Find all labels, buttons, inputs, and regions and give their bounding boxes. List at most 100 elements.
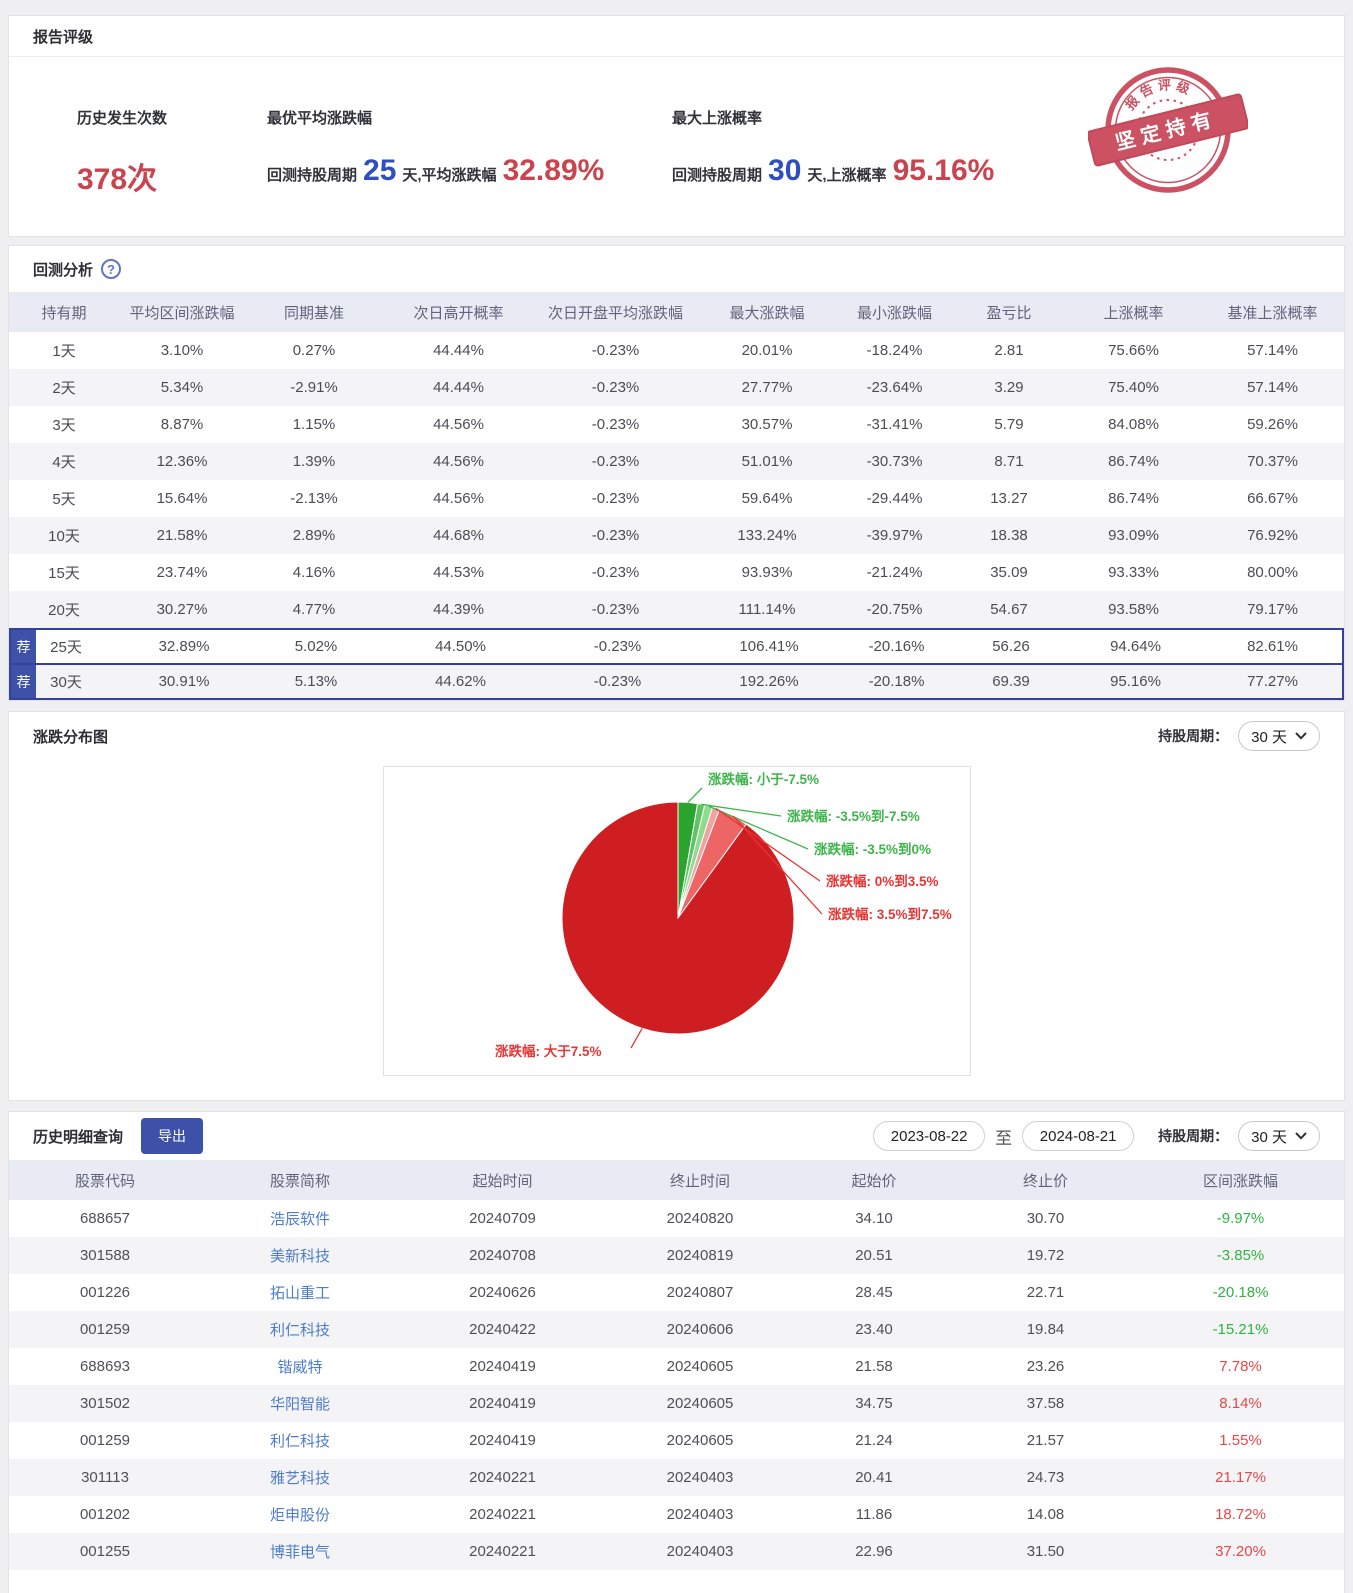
backtest-cell: 57.14%	[1247, 379, 1298, 396]
history-row: 001259 利仁科技 20240419 20240605 21.24 21.57 1.55…	[9, 1422, 1344, 1459]
holding-period-select[interactable]: 30 天	[1238, 721, 1320, 751]
backtest-cell: -21.24%	[866, 564, 923, 581]
backtest-cell: 86.74%	[1108, 453, 1159, 470]
backtest-cell: 93.33%	[1108, 564, 1159, 581]
holding-period-value: 30 天	[1251, 728, 1287, 746]
backtest-cell: -0.23%	[591, 416, 640, 433]
backtest-row: 15天 23.74% 4.16% 44.53% -0.23% 93.93% -21.24% 3…	[9, 554, 1344, 591]
backtest-cell: 75.66%	[1108, 342, 1159, 359]
backtest-cell: 4.16%	[292, 564, 336, 581]
backtest-cell: 93.58%	[1108, 601, 1159, 618]
stat-best-avg-label: 最优平均涨跌幅	[267, 110, 373, 127]
backtest-cell: 44.50%	[435, 638, 486, 655]
backtest-cell: -39.97%	[866, 527, 923, 544]
stock-name-link[interactable]: 美新科技	[269, 1248, 330, 1265]
interval-change: -20.18%	[1212, 1284, 1269, 1301]
help-question-icon[interactable]: ?	[101, 259, 122, 279]
pie-slice[interactable]	[561, 801, 794, 1035]
backtest-cell: 94.64%	[1110, 638, 1161, 655]
backtest-cell: 30.57%	[741, 416, 793, 433]
backtest-cell: -0.23%	[591, 342, 640, 359]
history-column-header: 终止价	[1022, 1172, 1068, 1190]
interval-change: 21.17%	[1215, 1469, 1266, 1486]
interval-change: 7.78%	[1219, 1358, 1262, 1375]
start-price: 11.86	[855, 1506, 893, 1523]
history-period-label: 持股周期：	[1158, 1128, 1229, 1144]
stock-name-link[interactable]: 浩辰软件	[269, 1211, 330, 1228]
backtest-cell: 44.44%	[433, 342, 484, 359]
backtest-cell: 75.40%	[1108, 379, 1159, 396]
chevron-down-icon	[1295, 1132, 1307, 1140]
interval-change: -9.97%	[1216, 1210, 1265, 1227]
pie-slice-label: 涨跌幅: -3.5%到0%	[814, 841, 931, 857]
backtest-cell: 79.17%	[1247, 601, 1298, 618]
date-to-input[interactable]: 2024-08-21	[1022, 1121, 1135, 1151]
backtest-row-recommended: 荐 30天 30.91% 5.13% 44.62% -0.23% 192.26% -20.18…	[9, 663, 1344, 700]
stock-name-link[interactable]: 利仁科技	[269, 1433, 330, 1450]
backtest-cell: 3天	[52, 417, 76, 434]
pie-label-leader-line	[686, 787, 702, 803]
history-row: 688693 锴威特 20240419 20240605 21.58 23.26 7.78%	[9, 1348, 1344, 1385]
backtest-cell: 30.91%	[158, 673, 210, 690]
rise-fall-distribution-pie: 涨跌幅: 小于-7.5% 涨跌幅: -3.5%到-7.5% 涨跌幅: -3.5%到0…	[495, 771, 952, 1059]
stock-name-link[interactable]: 拓山重工	[269, 1285, 330, 1302]
stock-code: 001255	[79, 1543, 131, 1560]
end-price: 19.72	[1026, 1247, 1065, 1264]
stock-name-link[interactable]: 华阳智能	[269, 1396, 330, 1413]
stat-best-avg-value: 32.89%	[502, 154, 605, 187]
end-price: 22.71	[1026, 1284, 1065, 1301]
stock-name-link[interactable]: 雅艺科技	[269, 1470, 330, 1487]
interval-change: -3.85%	[1216, 1247, 1265, 1264]
history-period-select[interactable]: 30 天	[1238, 1121, 1320, 1151]
end-date: 20240403	[666, 1506, 734, 1523]
backtest-cell: 192.26%	[739, 673, 799, 690]
backtest-cell: 93.09%	[1108, 527, 1159, 544]
backtest-cell: -18.24%	[866, 342, 923, 359]
backtest-cell: 15天	[48, 565, 80, 582]
recommend-badge: 荐	[11, 665, 36, 698]
backtest-cell: 44.68%	[433, 527, 484, 544]
backtest-cell: 20.01%	[741, 342, 793, 359]
date-from-input[interactable]: 2023-08-22	[873, 1121, 986, 1151]
start-date: 20240419	[469, 1358, 536, 1375]
history-column-header: 终止时间	[669, 1172, 730, 1190]
end-date: 20240606	[666, 1321, 734, 1338]
backtest-cell: 15.64%	[156, 490, 208, 507]
pie-chart-box: 涨跌幅: 小于-7.5% 涨跌幅: -3.5%到-7.5% 涨跌幅: -3.5%到0…	[382, 766, 971, 1076]
export-button[interactable]: 导出	[141, 1118, 204, 1154]
stock-name-link[interactable]: 炬申股份	[269, 1507, 330, 1524]
report-rating-card: 报告评级 历史发生次数 378次 最优平均涨跌幅 回测持股周期 25 天,平均涨跌幅…	[8, 15, 1345, 237]
backtest-cell: -0.23%	[591, 379, 640, 396]
backtest-cell: 133.24%	[737, 527, 797, 544]
stock-name-link[interactable]: 锴威特	[277, 1359, 323, 1376]
history-table-body: 688657 浩辰软件 20240709 20240820 34.10 30.70 -9.9…	[9, 1200, 1344, 1593]
history-row: 688657 浩辰软件 20240709 20240820 34.10 30.70 -9.9…	[9, 1200, 1344, 1237]
backtest-cell: 3.29	[994, 379, 1024, 396]
pie-slice-label: 涨跌幅: -3.5%到-7.5%	[787, 808, 920, 824]
backtest-column-header: 平均区间涨跌幅	[129, 304, 235, 322]
backtest-cell: -20.16%	[868, 638, 925, 655]
stock-code: 001202	[79, 1506, 131, 1523]
stat-max-prob-label: 最大上涨概率	[672, 110, 763, 127]
backtest-column-header: 最小涨跌幅	[856, 304, 932, 322]
start-date: 20240626	[469, 1284, 536, 1301]
backtest-cell: 2天	[52, 380, 76, 397]
backtest-cell: 18.38	[990, 527, 1028, 544]
backtest-cell: 2.89%	[292, 527, 336, 544]
backtest-cell: 59.26%	[1247, 416, 1298, 433]
backtest-cell: 44.62%	[435, 673, 486, 690]
backtest-cell: 10天	[48, 528, 80, 545]
stock-name-link[interactable]: 博菲电气	[269, 1544, 330, 1561]
stock-name-link[interactable]: 利仁科技	[269, 1322, 330, 1339]
backtest-column-header: 次日高开概率	[413, 304, 504, 322]
stat-max-prob-days: 30	[768, 154, 802, 187]
backtest-row-recommended: 荐 25天 32.89% 5.02% 44.50% -0.23% 106.41% -20.16…	[9, 628, 1344, 665]
backtest-cell: 77.27%	[1247, 673, 1298, 690]
backtest-cell: 82.61%	[1247, 638, 1298, 655]
start-date: 20240221	[469, 1543, 536, 1560]
backtest-cell: 51.01%	[741, 453, 793, 470]
backtest-cell: 35.09	[990, 564, 1028, 581]
pie-slice-label: 涨跌幅: 大于7.5%	[495, 1043, 602, 1059]
stat-max-prob: 最大上涨概率 回测持股周期 30 天,上涨概率 95.16%	[672, 107, 1344, 198]
stat-max-prob-prefix: 回测持股周期	[672, 167, 763, 184]
